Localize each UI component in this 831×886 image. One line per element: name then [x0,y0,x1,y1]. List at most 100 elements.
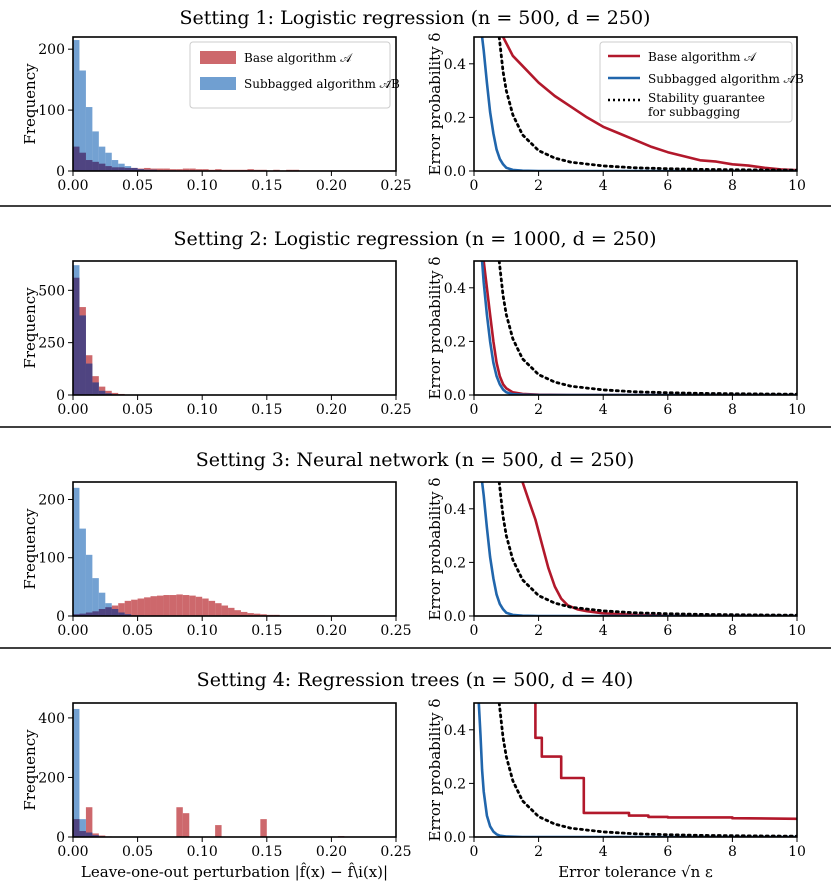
histogram-bar-base [169,169,177,171]
x-tick-label: 6 [663,844,672,860]
x-tick-label: 0.25 [380,402,411,418]
x-tick-label: 0.20 [316,402,347,418]
histogram-bar-subbagged [73,708,80,837]
base-curve [521,482,797,616]
plot-area [73,265,138,395]
plot-area [480,37,797,171]
histogram-bar-base [202,598,209,616]
histogram-bar-overlap [79,152,86,171]
x-tick-label: 0.15 [251,844,282,860]
histogram-bar-base [195,596,203,616]
histogram-bar-overlap [85,160,93,171]
histogram-bar-base [234,610,241,616]
histogram-bar-base [189,168,196,171]
histogram-legend: Base algorithm 𝒜 Subbagged algorithm 𝒜̃B [189,41,400,109]
setting-4-title: Setting 4: Regression trees (n = 500, d … [197,669,634,691]
histogram-bar-overlap [131,167,138,171]
guarantee-curve [497,703,797,837]
y-tick-label: 200 [38,42,65,58]
histogram-bar-base [169,595,177,616]
x-axis-label: Error tolerance √n ε [558,863,713,881]
y-tick-label: 0.0 [444,830,466,846]
histogram-bar-base [208,600,216,616]
x-tick-label: 6 [663,402,672,418]
y-tick-label: 0.4 [444,502,466,518]
x-tick-label: 0 [470,178,479,194]
y-tick-label: 0.0 [444,388,466,404]
y-tick-label: 0.0 [444,609,466,625]
y-tick-label: 0.2 [444,110,466,126]
y-axis-label: Frequency [21,508,39,590]
histogram-bar-base [156,168,164,171]
histogram-bar-base [118,603,125,616]
histogram-bar-overlap [92,611,99,616]
x-tick-label: 4 [599,844,608,860]
histogram-bar-overlap [111,609,119,616]
histogram-bar-overlap [73,277,80,395]
histogram-bar-overlap [92,382,99,395]
x-tick-label: 0.15 [251,178,282,194]
x-tick-label: 0.15 [251,623,282,639]
y-tick-label: 500 [38,283,65,299]
x-tick-label: 6 [663,623,672,639]
histogram-bar-subbagged [111,160,119,171]
y-tick-label: 100 [38,551,65,567]
y-tick-label: 0.4 [444,57,466,73]
histogram-bar-base [240,611,248,616]
histogram-bar-base [105,390,112,395]
x-tick-label: 10 [788,178,806,194]
histogram-bar-base [228,607,235,616]
x-tick-label: 0.05 [122,402,153,418]
histogram-bar-overlap [98,609,106,616]
histogram-bar-overlap [85,363,93,395]
legend-guarantee-label-1: Stability guarantee [648,91,765,105]
histogram-bar-base [124,600,132,616]
histogram-bar-subbagged [98,146,106,171]
y-tick-label: 0.2 [444,776,466,792]
x-tick-label: 0.20 [316,844,347,860]
x-tick-label: 6 [663,178,672,194]
x-tick-label: 0.20 [316,178,347,194]
histogram-bar-base [137,598,145,616]
x-tick-label: 0.10 [187,402,218,418]
axes-frame [473,702,798,838]
axes-frame [72,260,397,396]
x-tick-label: 0.25 [380,178,411,194]
setting-3-title: Setting 3: Neural network (n = 500, d = … [196,449,635,471]
x-tick-label: 4 [599,402,608,418]
x-tick-label: 0 [470,402,479,418]
y-tick-label: 100 [38,103,65,119]
histogram-bar-base [176,807,183,837]
setting-1-title: Setting 1: Logistic regression (n = 500,… [180,7,651,29]
guarantee-curve [497,37,797,171]
legend-base-label: Base algorithm 𝒜 [244,51,353,65]
x-tick-label: 0.05 [122,844,153,860]
x-tick-label: 8 [728,623,737,639]
histogram-bar-overlap [85,612,93,616]
histogram-bar-overlap [85,832,93,837]
x-tick-label: 0.00 [57,178,88,194]
x-tick-label: 10 [788,402,806,418]
x-axis-label: Leave-one-out perturbation |f̂(x) − f̂\i… [81,863,388,881]
histogram-bar-base [85,807,93,837]
legend-base-swatch [200,51,236,64]
histogram-bar-base [182,813,190,837]
y-tick-label: 0.0 [444,164,466,180]
histogram-bar-base [176,594,183,616]
histogram-bar-overlap [105,393,112,395]
histogram-bar-base [215,169,222,171]
histogram-bar-overlap [79,613,86,616]
histogram-bar-subbagged [79,819,86,837]
x-tick-label: 0.00 [57,844,88,860]
x-tick-label: 0 [470,844,479,860]
x-tick-label: 0.00 [57,623,88,639]
legend-subbagged-swatch [200,77,236,90]
y-tick-label: 200 [38,492,65,508]
y-tick-label: 400 [38,711,65,727]
histogram-bar-base [163,168,170,171]
x-tick-label: 0.00 [57,402,88,418]
